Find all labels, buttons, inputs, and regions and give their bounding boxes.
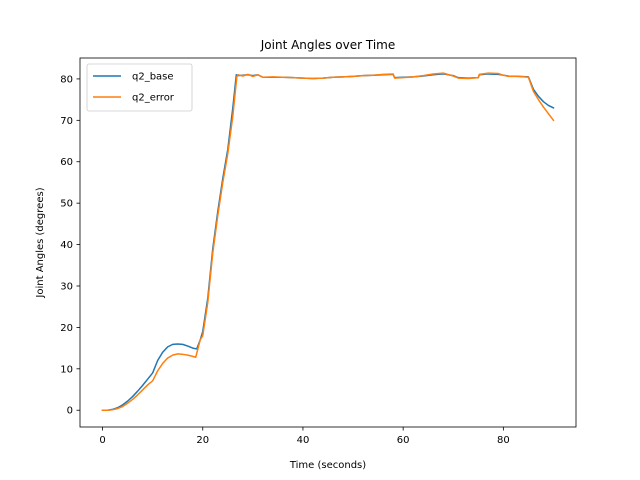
series-layer: [101, 72, 555, 411]
legend-label-q2_error: q2_error: [132, 93, 175, 104]
legend-label-q2_base: q2_base: [132, 72, 174, 83]
y-tick-label: 80: [60, 74, 73, 85]
y-tick-label: 0: [67, 406, 73, 417]
x-axis: 0 20 40 60 80: [99, 427, 510, 446]
y-tick-label: 50: [60, 199, 73, 210]
plot-frame: [79, 57, 577, 428]
y-tick-label: 10: [60, 364, 73, 375]
y-tick-label: 40: [60, 240, 73, 251]
y-tick-label: 60: [60, 157, 73, 168]
x-axis-label: Time (seconds): [289, 460, 366, 471]
y-axis-label: Joint Angles (degrees): [35, 187, 46, 298]
legend: q2_base q2_error: [86, 63, 193, 112]
x-tick-label: 80: [497, 435, 510, 446]
x-tick-label: 40: [297, 435, 310, 446]
series-line-q2_error: [101, 72, 555, 411]
y-axis: 0 10 20 30 40 50 60 70 80: [60, 74, 80, 417]
y-tick-label: 20: [60, 323, 73, 334]
x-tick-label: 20: [196, 435, 209, 446]
chart-title: Joint Angles over Time: [260, 38, 396, 52]
y-tick-label: 30: [60, 281, 73, 292]
y-tick-label: 70: [60, 116, 73, 127]
x-tick-label: 0: [99, 435, 105, 446]
x-tick-label: 60: [397, 435, 410, 446]
